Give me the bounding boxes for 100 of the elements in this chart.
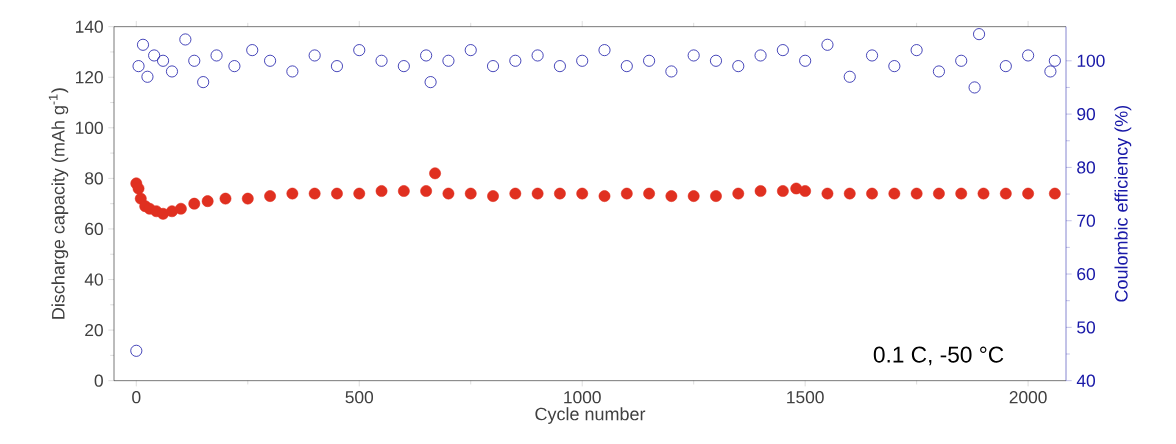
point bbox=[531, 49, 544, 62]
point bbox=[264, 54, 277, 67]
y2-tick-label: 80 bbox=[1077, 161, 1096, 174]
point bbox=[286, 65, 299, 78]
y2-tick-label: 40 bbox=[1076, 374, 1096, 387]
point bbox=[687, 49, 700, 62]
point bbox=[910, 187, 923, 200]
point bbox=[429, 167, 441, 180]
point bbox=[165, 65, 178, 78]
point bbox=[331, 187, 343, 200]
point bbox=[1022, 187, 1034, 200]
point bbox=[709, 54, 722, 67]
y-tick-label: 100 bbox=[76, 121, 103, 134]
point bbox=[308, 49, 321, 62]
point bbox=[776, 185, 789, 197]
point bbox=[643, 187, 655, 200]
point bbox=[665, 190, 678, 202]
point bbox=[1048, 54, 1061, 67]
point bbox=[732, 60, 745, 73]
point bbox=[843, 70, 856, 83]
point bbox=[553, 60, 566, 73]
point bbox=[999, 60, 1012, 73]
point bbox=[228, 60, 241, 73]
point bbox=[821, 187, 834, 200]
y2-tick-label: 70 bbox=[1077, 214, 1096, 227]
point bbox=[308, 187, 321, 200]
point bbox=[1022, 49, 1035, 62]
point bbox=[420, 49, 433, 62]
point bbox=[799, 185, 812, 197]
point bbox=[197, 76, 210, 89]
point bbox=[397, 60, 410, 73]
point bbox=[330, 60, 343, 73]
point bbox=[157, 54, 170, 67]
point bbox=[464, 187, 477, 200]
point bbox=[620, 187, 633, 200]
point bbox=[353, 44, 366, 57]
point bbox=[973, 28, 986, 41]
y-tick-label: 120 bbox=[76, 71, 103, 84]
point bbox=[246, 44, 259, 57]
point bbox=[821, 38, 834, 51]
point bbox=[487, 190, 499, 202]
point bbox=[397, 185, 410, 197]
point bbox=[264, 190, 276, 202]
point bbox=[531, 187, 544, 200]
x-tick-label: 0 bbox=[132, 391, 141, 404]
y-tick-label: 80 bbox=[85, 172, 103, 185]
y-tick-label: 0 bbox=[94, 374, 103, 387]
point bbox=[620, 60, 633, 73]
point bbox=[576, 187, 589, 200]
point bbox=[598, 44, 611, 57]
point bbox=[424, 76, 437, 89]
point bbox=[866, 49, 879, 62]
x-tick-label: 2000 bbox=[1009, 391, 1047, 404]
y2-tick-label: 60 bbox=[1077, 267, 1096, 281]
point bbox=[137, 38, 149, 51]
point bbox=[241, 192, 254, 205]
y2-tick-label: 90 bbox=[1077, 107, 1096, 121]
point bbox=[132, 182, 145, 195]
point bbox=[509, 187, 522, 200]
point bbox=[1044, 65, 1057, 78]
point bbox=[141, 70, 154, 83]
point bbox=[201, 195, 214, 208]
point bbox=[148, 49, 161, 62]
y-tick-label: 40 bbox=[84, 273, 103, 286]
point bbox=[219, 192, 232, 205]
annotation: 0.1 C, -50 °C bbox=[873, 346, 1004, 366]
x-tick-label: 1000 bbox=[564, 391, 601, 404]
point bbox=[888, 60, 901, 73]
point bbox=[188, 54, 201, 67]
point bbox=[130, 344, 143, 357]
point bbox=[375, 54, 388, 67]
y2-tick-label: 100 bbox=[1077, 54, 1105, 67]
point bbox=[843, 187, 856, 200]
point bbox=[210, 49, 223, 62]
point bbox=[687, 190, 700, 202]
point bbox=[710, 190, 722, 202]
point bbox=[776, 44, 789, 57]
point bbox=[286, 187, 299, 200]
point bbox=[643, 54, 656, 67]
point bbox=[464, 44, 477, 57]
point bbox=[932, 65, 945, 78]
y-tick-label: 140 bbox=[76, 20, 103, 33]
point bbox=[968, 81, 981, 94]
point bbox=[175, 202, 187, 215]
point bbox=[375, 185, 388, 197]
point bbox=[1048, 187, 1061, 200]
point bbox=[353, 187, 366, 200]
point bbox=[179, 33, 192, 46]
point bbox=[732, 187, 745, 200]
y2-axis-title: Coulombic efficiency (%) bbox=[1114, 105, 1132, 302]
point bbox=[509, 54, 522, 67]
point bbox=[188, 197, 201, 210]
y-tick-label: 20 bbox=[85, 323, 103, 337]
point bbox=[754, 185, 767, 197]
point bbox=[888, 187, 901, 200]
point bbox=[576, 54, 589, 67]
point bbox=[866, 187, 878, 200]
x-tick-label: 500 bbox=[345, 391, 374, 404]
point bbox=[442, 187, 455, 200]
x-tick-label: 1500 bbox=[787, 391, 824, 404]
